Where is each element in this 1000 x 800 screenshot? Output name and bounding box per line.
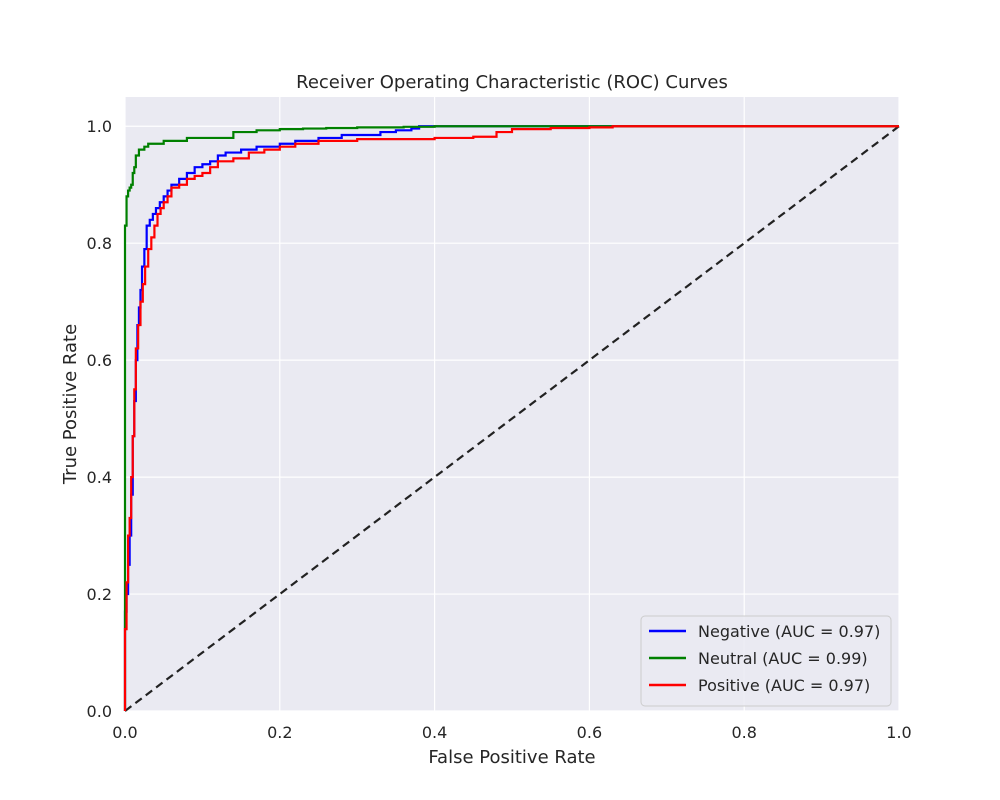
x-axis-ticks: 0.0 0.2 0.4 0.6 0.8 1.0 xyxy=(112,723,911,742)
plot-background xyxy=(125,97,899,711)
legend: Negative (AUC = 0.97) Neutral (AUC = 0.99… xyxy=(640,615,892,707)
legend-label: Negative (AUC = 0.97) xyxy=(698,622,880,641)
y-tick-label: 0.2 xyxy=(87,585,112,604)
y-tick-label: 1.0 xyxy=(87,117,112,136)
y-tick-label: 0.8 xyxy=(87,234,112,253)
x-axis-label: False Positive Rate xyxy=(428,747,595,768)
y-axis-ticks: 0.0 0.2 0.4 0.6 0.8 1.0 xyxy=(87,117,112,721)
roc-curve-2 xyxy=(123,125,899,711)
y-tick-label: 0.0 xyxy=(87,702,112,721)
roc-curve-1 xyxy=(123,125,899,711)
legend-label: Neutral (AUC = 0.99) xyxy=(698,649,868,668)
roc-curves xyxy=(123,125,899,711)
legend-label: Positive (AUC = 0.97) xyxy=(698,676,870,695)
x-tick-label: 0.2 xyxy=(267,723,292,742)
reference-diagonal xyxy=(124,125,900,712)
x-tick-label: 0.6 xyxy=(577,723,602,742)
x-tick-label: 0.4 xyxy=(422,723,447,742)
x-tick-label: 1.0 xyxy=(886,723,911,742)
x-tick-label: 0.8 xyxy=(731,723,756,742)
y-tick-label: 0.6 xyxy=(87,351,112,370)
grid xyxy=(124,97,900,712)
legend-box xyxy=(640,615,892,707)
x-tick-label: 0.0 xyxy=(112,723,137,742)
y-axis-label: True Positive Rate xyxy=(60,324,81,485)
y-tick-label: 0.4 xyxy=(87,468,112,487)
reference-line xyxy=(124,125,900,712)
chart-title: Receiver Operating Characteristic (ROC) … xyxy=(296,72,728,93)
